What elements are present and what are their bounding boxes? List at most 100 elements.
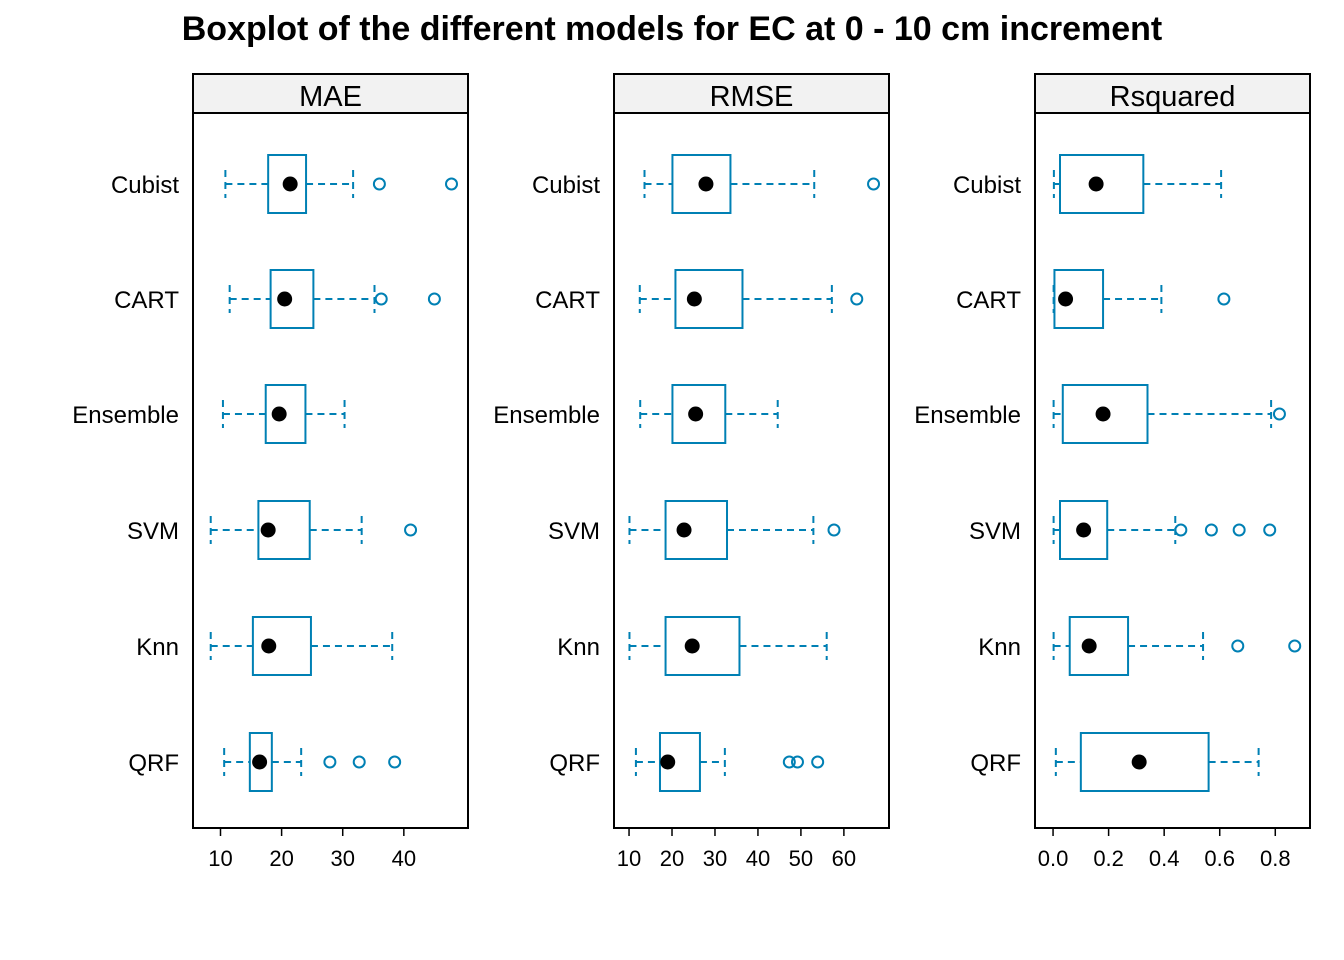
median-dot: [676, 522, 692, 538]
x-tick-label: 0.6: [1204, 846, 1235, 871]
category-label: SVM: [127, 518, 179, 545]
x-tick-label: 10: [208, 846, 232, 871]
outlier-point: [1174, 523, 1188, 537]
median-dot: [282, 176, 298, 192]
category-label: Knn: [978, 634, 1021, 661]
iqr-box: [1061, 384, 1149, 444]
iqr-box: [1059, 154, 1145, 214]
median-dot: [252, 754, 268, 770]
category-label: Knn: [557, 634, 600, 661]
outlier-point: [372, 177, 386, 191]
box-qrf: [223, 732, 402, 792]
iqr-box: [269, 269, 315, 329]
category-label: QRF: [549, 750, 600, 777]
iqr-box: [1068, 616, 1130, 676]
outlier-point: [811, 755, 825, 769]
outlier-point: [1288, 639, 1302, 653]
x-tick-label: 0.8: [1260, 846, 1291, 871]
panel-frame: [1034, 112, 1311, 829]
box-cubist: [643, 154, 881, 214]
median-dot: [1076, 522, 1092, 538]
category-label: SVM: [969, 518, 1021, 545]
x-tick-label: 60: [832, 846, 856, 871]
x-tick-label: 40: [392, 846, 416, 871]
category-label: CART: [956, 287, 1021, 314]
panel-frame: [192, 112, 469, 829]
median-dot: [261, 638, 277, 654]
x-tick-label: 10: [617, 846, 641, 871]
panel-strip-label: Rsquared: [1110, 81, 1236, 113]
box-svm: [209, 500, 418, 560]
outlier-point: [782, 755, 796, 769]
box-knn: [1052, 616, 1302, 676]
median-dot: [684, 638, 700, 654]
box-cart: [638, 269, 864, 329]
box-knn: [628, 616, 828, 676]
iqr-box: [674, 269, 744, 329]
median-dot: [271, 406, 287, 422]
category-label: Cubist: [111, 172, 179, 199]
median-dot: [1081, 638, 1097, 654]
category-label: CART: [114, 287, 179, 314]
box-qrf: [1054, 732, 1260, 792]
box-svm: [1052, 500, 1277, 560]
chart-title: Boxplot of the different models for EC a…: [181, 10, 1163, 48]
iqr-box: [671, 384, 727, 444]
box-ensemble: [221, 384, 346, 444]
median-dot: [260, 522, 276, 538]
category-label: CART: [535, 287, 600, 314]
box-ensemble: [1052, 384, 1286, 444]
iqr-box: [264, 384, 307, 444]
box-cubist: [1052, 154, 1223, 214]
box-cart: [228, 269, 441, 329]
iqr-box: [257, 500, 311, 560]
x-tick-label: 0.0: [1038, 846, 1069, 871]
box-svm: [628, 500, 841, 560]
category-label: Cubist: [532, 172, 600, 199]
outlier-point: [374, 292, 388, 306]
panel-frame: [613, 112, 890, 829]
median-dot: [660, 754, 676, 770]
x-tick-label: 20: [269, 846, 293, 871]
box-knn: [209, 616, 394, 676]
panel-rmse: RMSE Cubist CART Ensemble SVM Knn QRF 10 20 30 40 5…: [493, 73, 890, 871]
outlier-point: [850, 292, 864, 306]
median-dot: [698, 176, 714, 192]
iqr-box: [658, 732, 701, 792]
median-dot: [277, 291, 293, 307]
x-tick-label: 30: [330, 846, 354, 871]
box-qrf: [634, 732, 825, 792]
iqr-box: [1059, 500, 1109, 560]
panel-rsquared: Rsquared Cubist CART Ensemble SVM Knn QRF 0.0 0.…: [914, 73, 1311, 871]
x-tick-label: 50: [789, 846, 813, 871]
x-tick-label: 30: [703, 846, 727, 871]
median-dot: [1058, 291, 1074, 307]
panel-strip: [192, 73, 469, 114]
outlier-point: [1231, 639, 1245, 653]
box-cubist: [224, 154, 458, 214]
median-dot: [688, 406, 704, 422]
iqr-box: [664, 500, 729, 560]
median-dot: [1131, 754, 1147, 770]
outlier-point: [1217, 292, 1231, 306]
category-label: Ensemble: [72, 402, 179, 429]
outlier-point: [445, 177, 458, 191]
median-dot: [1088, 176, 1104, 192]
outlier-point: [790, 755, 804, 769]
outlier-point: [1263, 523, 1277, 537]
x-tick-label: 20: [660, 846, 684, 871]
category-label: Ensemble: [493, 402, 600, 429]
median-dot: [686, 291, 702, 307]
median-dot: [1095, 406, 1111, 422]
outlier-point: [404, 523, 418, 537]
iqr-box: [251, 616, 312, 676]
panel-strip-label: RMSE: [710, 81, 794, 113]
iqr-box: [664, 616, 741, 676]
box-ensemble: [639, 384, 779, 444]
x-tick-label: 40: [746, 846, 770, 871]
x-tick-label: 0.2: [1093, 846, 1124, 871]
outlier-point: [827, 523, 841, 537]
category-label: SVM: [548, 518, 600, 545]
outlier-point: [388, 755, 402, 769]
